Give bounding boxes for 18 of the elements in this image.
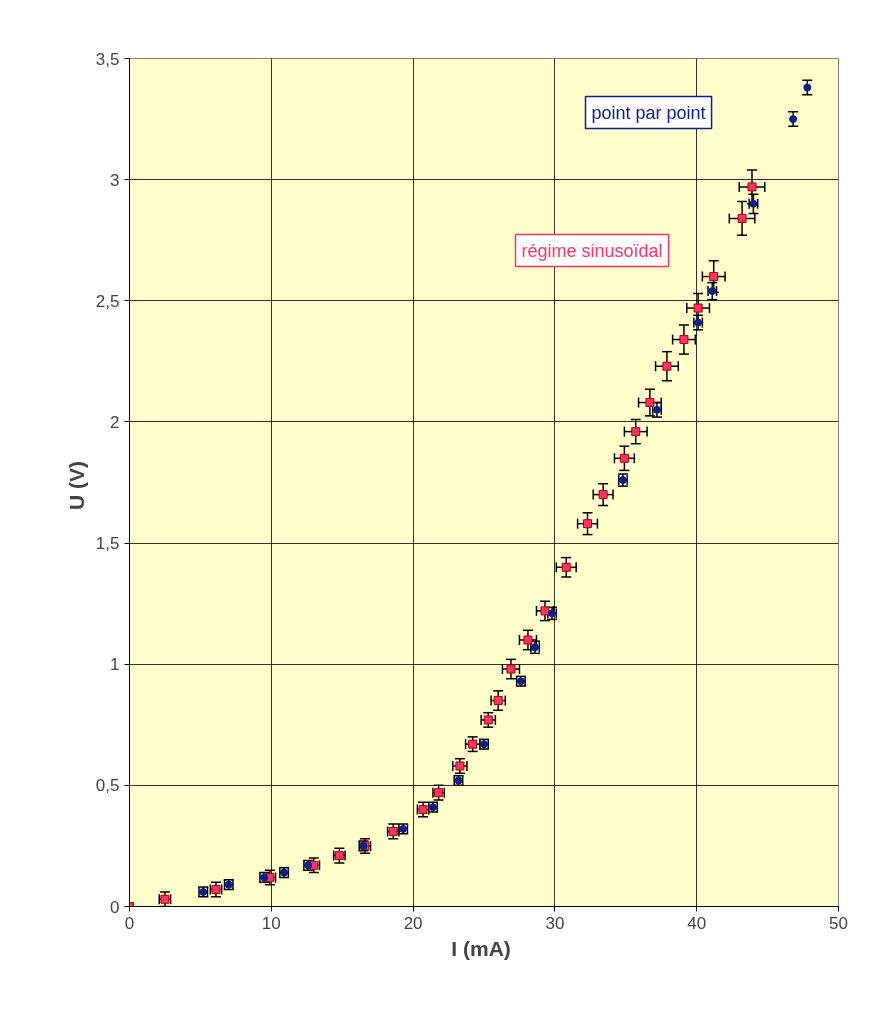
- text: point par point: [591, 102, 706, 123]
- y-tick-label: 2,5: [95, 291, 120, 311]
- text: régime sinusoïdal: [521, 240, 663, 261]
- y-tick-label: 3: [110, 170, 120, 190]
- x-tick-label: 20: [403, 913, 423, 933]
- x-tick-label: 50: [829, 913, 848, 933]
- y-axis-title: U (V): [64, 460, 88, 510]
- y-tick-label: 0: [110, 897, 120, 917]
- y-tick-label: 0,5: [95, 776, 120, 796]
- x-axis-title: I (mA): [451, 936, 511, 960]
- x-tick-label: 10: [261, 913, 281, 933]
- x-tick-label: 30: [545, 913, 565, 933]
- y-tick-label: 1,5: [95, 534, 120, 554]
- y-tick-label: 3,5: [95, 49, 120, 69]
- x-tick-label: 0: [124, 913, 135, 933]
- x-tick-label: 40: [687, 913, 707, 933]
- y-tick-label: 1: [110, 655, 120, 675]
- y-tick-label: 2: [110, 412, 120, 432]
